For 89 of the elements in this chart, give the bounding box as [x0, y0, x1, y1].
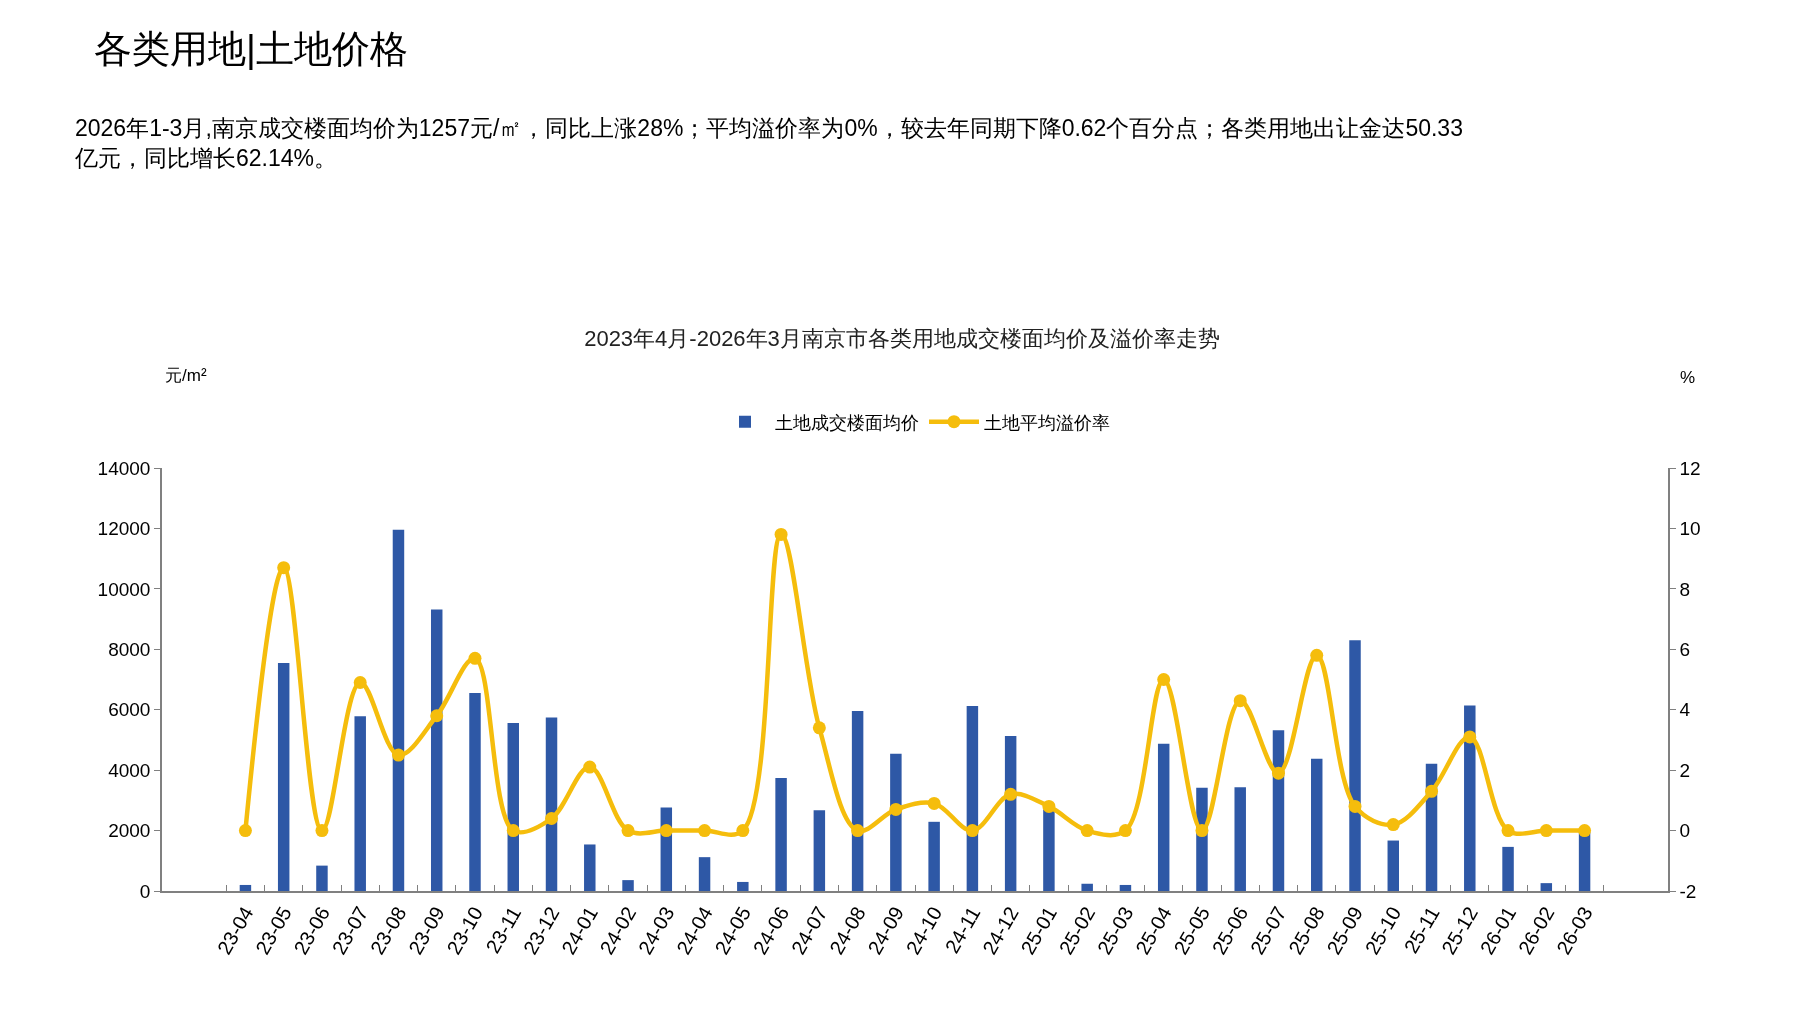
bar: [1081, 883, 1093, 891]
point: [1271, 766, 1285, 780]
bar: [1502, 846, 1514, 891]
y-axis-title: 元/m²: [165, 366, 207, 385]
bar: [928, 821, 940, 891]
point: [927, 796, 941, 810]
bar: [1387, 840, 1400, 891]
bar: [737, 881, 749, 891]
bar: [469, 693, 481, 891]
point: [468, 651, 482, 665]
y2-tick-label: 2: [1679, 759, 1691, 781]
point: [1157, 673, 1171, 686]
legend-label: 土地平均溢价率: [984, 412, 1110, 433]
point: [965, 824, 979, 838]
point: [545, 811, 559, 825]
bar: [1311, 758, 1323, 891]
y2-tick-label: 10: [1679, 518, 1701, 540]
point: [315, 824, 329, 838]
point: [238, 824, 252, 838]
point: [659, 824, 673, 838]
point: [1386, 818, 1400, 832]
y2-tick-label: 4: [1679, 699, 1691, 721]
bar: [545, 717, 558, 891]
point: [1310, 648, 1324, 662]
bar: [392, 529, 405, 891]
bar: [1119, 884, 1132, 891]
point: [851, 824, 865, 838]
y-tick-label: 6000: [108, 699, 151, 721]
bar: [622, 880, 634, 891]
bar: [698, 857, 711, 891]
bar: [239, 884, 252, 891]
bar: [277, 662, 290, 891]
point: [391, 748, 405, 762]
point: [621, 824, 635, 838]
y-tick-label: 0: [139, 880, 151, 902]
bar: [813, 810, 826, 891]
point: [698, 824, 712, 838]
y2-tick-label: 12: [1679, 457, 1701, 479]
point: [774, 527, 788, 541]
bar: [354, 716, 366, 891]
point: [1080, 824, 1094, 838]
bar: [430, 609, 443, 891]
point: [736, 824, 750, 838]
point: [506, 824, 520, 838]
point: [430, 709, 444, 723]
y2-tick-label: -2: [1679, 880, 1697, 902]
point: [583, 760, 597, 774]
point: [812, 721, 826, 735]
bar: [584, 844, 596, 891]
bar: [316, 865, 328, 891]
point: [1425, 784, 1439, 798]
bar: [1272, 730, 1285, 891]
y-tick-label: 8000: [108, 638, 151, 660]
point: [1348, 799, 1362, 813]
chart-title: 2023年4月-2026年3月南京市各类用地成交楼面均价及溢价率走势: [584, 325, 1220, 351]
point: [1042, 799, 1056, 813]
point: [353, 676, 367, 690]
y2-axis-title: %: [1680, 368, 1696, 387]
y2-tick-label: 6: [1679, 638, 1691, 660]
bar: [775, 778, 787, 891]
point: [1233, 694, 1247, 708]
bar: [890, 753, 902, 891]
y-tick-label: 2000: [108, 820, 151, 842]
point: [1463, 730, 1477, 744]
point: [1539, 824, 1553, 838]
bar: [966, 706, 979, 891]
bar: [1540, 883, 1553, 891]
y-tick-label: 14000: [97, 457, 151, 479]
point: [889, 802, 903, 816]
point: [1118, 824, 1132, 838]
text: 2026年1-3月,南京成交楼面均价为1257元/㎡，同比上涨28%；平均溢价率为0%，较去年同期下降0.62个百分点；各类用地出让金达50.33亿元，同比增长62.14%。: [74, 115, 1463, 171]
y-tick-label: 12000: [97, 518, 151, 540]
legend-label: 土地成交楼面均价: [775, 412, 919, 433]
bar: [1349, 640, 1361, 891]
point: [1501, 824, 1515, 838]
bar: [1234, 787, 1246, 891]
bar: [1043, 809, 1055, 891]
y2-tick-label: 0: [1679, 820, 1691, 842]
text: 各类用地|土地价格: [94, 28, 408, 70]
bar: [851, 710, 864, 891]
point: [1004, 787, 1018, 801]
y2-tick-label: 8: [1679, 578, 1691, 600]
point: [277, 561, 291, 575]
bar: [1157, 743, 1170, 891]
y-tick-label: 10000: [97, 578, 151, 600]
point: [1578, 824, 1592, 838]
point: [1195, 824, 1209, 838]
y-tick-label: 4000: [108, 759, 151, 781]
bar: [1464, 705, 1476, 891]
